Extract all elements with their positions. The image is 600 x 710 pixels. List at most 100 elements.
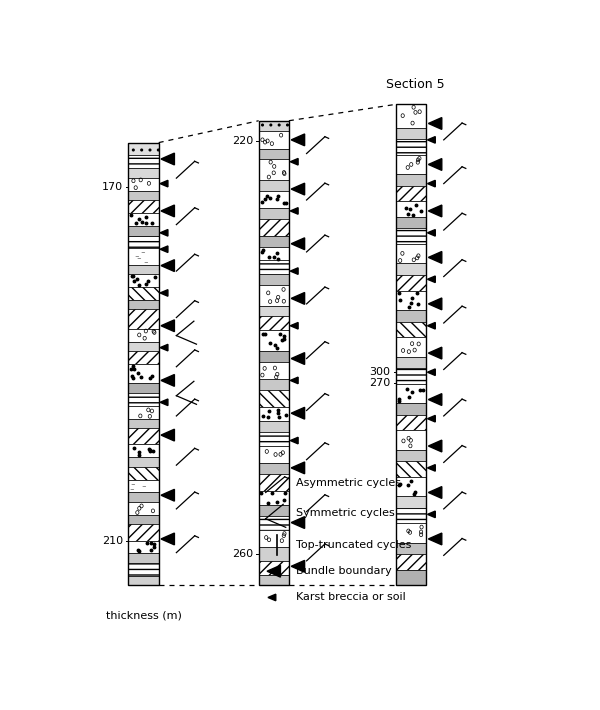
Bar bbox=[396, 322, 426, 337]
Text: Asymmetric cycles: Asymmetric cycles bbox=[296, 478, 401, 488]
Bar bbox=[396, 174, 426, 186]
Bar bbox=[128, 287, 158, 300]
Bar bbox=[259, 275, 289, 285]
Bar bbox=[259, 159, 289, 180]
Text: ~: ~ bbox=[130, 482, 134, 487]
Bar bbox=[259, 561, 289, 575]
Bar bbox=[128, 553, 158, 563]
Polygon shape bbox=[427, 136, 435, 143]
Bar bbox=[259, 432, 289, 446]
Polygon shape bbox=[427, 180, 435, 187]
Bar bbox=[396, 415, 426, 430]
Bar bbox=[396, 275, 426, 290]
Polygon shape bbox=[428, 486, 442, 498]
Polygon shape bbox=[291, 560, 305, 572]
Bar bbox=[259, 547, 289, 561]
Polygon shape bbox=[161, 374, 175, 386]
Bar bbox=[128, 563, 158, 576]
Bar bbox=[396, 229, 426, 244]
Bar bbox=[396, 290, 426, 310]
Bar bbox=[259, 474, 289, 491]
Text: ~: ~ bbox=[140, 251, 145, 256]
Bar bbox=[396, 244, 426, 263]
Bar bbox=[128, 540, 158, 553]
Bar bbox=[128, 428, 158, 444]
Bar bbox=[259, 351, 289, 362]
Text: 260: 260 bbox=[232, 550, 253, 559]
Text: Karst breccia or soil: Karst breccia or soil bbox=[296, 592, 406, 603]
Polygon shape bbox=[161, 205, 175, 217]
Bar bbox=[259, 121, 289, 586]
Text: Top-truncated cycles: Top-truncated cycles bbox=[296, 540, 411, 550]
Polygon shape bbox=[267, 565, 280, 577]
Bar bbox=[259, 261, 289, 275]
Bar bbox=[396, 217, 426, 229]
Polygon shape bbox=[291, 517, 305, 528]
Bar bbox=[128, 405, 158, 419]
Bar bbox=[128, 492, 158, 502]
Bar bbox=[259, 379, 289, 390]
Bar bbox=[259, 131, 289, 148]
Polygon shape bbox=[428, 298, 442, 310]
Bar bbox=[259, 408, 289, 421]
Bar bbox=[259, 219, 289, 236]
Bar bbox=[128, 226, 158, 236]
Text: Symmetric cycles: Symmetric cycles bbox=[296, 508, 395, 518]
Bar bbox=[396, 555, 426, 570]
Polygon shape bbox=[428, 251, 442, 263]
Polygon shape bbox=[428, 347, 442, 359]
Text: 300: 300 bbox=[369, 366, 390, 376]
Polygon shape bbox=[160, 290, 168, 296]
Bar bbox=[396, 496, 426, 508]
Polygon shape bbox=[161, 320, 175, 332]
Bar bbox=[259, 190, 289, 208]
Polygon shape bbox=[427, 415, 435, 422]
Bar bbox=[259, 446, 289, 463]
Bar bbox=[259, 463, 289, 474]
Bar bbox=[396, 523, 426, 542]
Bar bbox=[396, 139, 426, 155]
Bar bbox=[128, 525, 158, 540]
Bar bbox=[396, 542, 426, 555]
Bar bbox=[396, 186, 426, 202]
Bar bbox=[128, 143, 158, 586]
Text: thickness (m): thickness (m) bbox=[106, 610, 182, 620]
Polygon shape bbox=[427, 322, 435, 329]
Bar bbox=[396, 104, 426, 586]
Bar bbox=[259, 330, 289, 351]
Bar bbox=[259, 515, 289, 530]
Bar bbox=[128, 248, 158, 265]
Polygon shape bbox=[427, 464, 435, 471]
Polygon shape bbox=[290, 377, 298, 383]
Bar bbox=[396, 310, 426, 322]
Polygon shape bbox=[291, 408, 305, 419]
Text: 210: 210 bbox=[102, 536, 123, 546]
Polygon shape bbox=[291, 238, 305, 250]
Bar bbox=[259, 530, 289, 547]
Polygon shape bbox=[160, 180, 168, 187]
Polygon shape bbox=[290, 437, 298, 444]
Bar bbox=[128, 168, 158, 178]
Bar bbox=[259, 491, 289, 505]
Bar bbox=[128, 178, 158, 191]
Bar bbox=[128, 143, 158, 155]
Polygon shape bbox=[291, 183, 305, 195]
Bar bbox=[259, 246, 289, 261]
Polygon shape bbox=[268, 594, 276, 601]
Bar bbox=[396, 368, 426, 383]
Polygon shape bbox=[291, 462, 305, 474]
Polygon shape bbox=[290, 268, 298, 274]
Polygon shape bbox=[427, 276, 435, 283]
Bar bbox=[259, 390, 289, 408]
Text: Section 5: Section 5 bbox=[386, 77, 445, 91]
Bar bbox=[259, 317, 289, 330]
Bar bbox=[128, 576, 158, 586]
Polygon shape bbox=[428, 118, 442, 129]
Bar bbox=[128, 155, 158, 168]
Bar bbox=[128, 457, 158, 466]
Bar bbox=[259, 208, 289, 219]
Polygon shape bbox=[290, 322, 298, 329]
Polygon shape bbox=[160, 229, 168, 236]
Polygon shape bbox=[291, 353, 305, 364]
Polygon shape bbox=[291, 293, 305, 305]
